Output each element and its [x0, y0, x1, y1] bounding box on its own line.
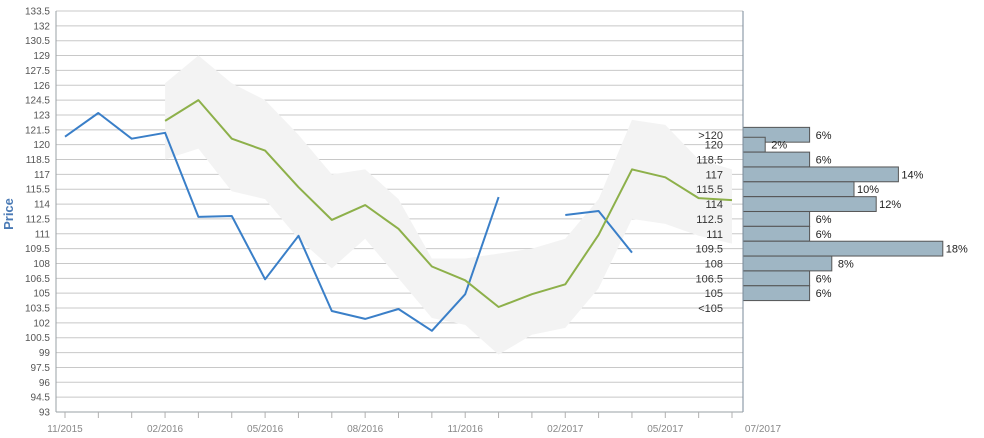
distribution-percent-label: 6%: [816, 273, 832, 285]
y-tick-label: 120: [33, 140, 50, 151]
distribution-bar: [742, 166, 899, 183]
distribution-bin-label: 114: [705, 199, 723, 211]
distribution-percent-label: 12%: [879, 199, 901, 211]
y-tick-label: 114: [34, 200, 50, 211]
series-line-1: [164, 99, 733, 308]
distribution-bin-label: 105: [705, 288, 723, 300]
x-tick-label: 11/2015: [47, 424, 83, 435]
y-tick-label: 124.5: [25, 96, 50, 107]
y-tick-label: 111: [35, 229, 51, 240]
y-tick-label: 106.5: [25, 274, 50, 285]
distribution-bar: [742, 285, 811, 302]
distribution-bar: [742, 225, 811, 242]
y-tick-label: 118.5: [26, 155, 51, 166]
y-tick-label: 99: [39, 348, 51, 359]
distribution-bar: [742, 196, 877, 212]
x-tick-label: 02/2017: [547, 424, 584, 435]
y-tick-label: 123: [33, 110, 50, 121]
x-tick-label: 08/2016: [347, 424, 384, 435]
distribution-bar: [742, 240, 944, 257]
x-tick-label: 05/2017: [647, 424, 684, 435]
distribution-percent-label: 10%: [857, 184, 879, 196]
distribution-bin-label: 118.5: [696, 155, 723, 167]
distribution-bin-label: >120: [698, 130, 723, 142]
y-tick-label: 100.5: [25, 333, 50, 344]
y-axis-label: Price: [1, 198, 16, 230]
distribution-percent-label: 6%: [816, 288, 832, 300]
distribution-bin-label: <105: [698, 303, 723, 315]
distribution-bar: [742, 255, 833, 272]
distribution-percent-label: 14%: [901, 169, 923, 181]
y-tick-label: 126: [33, 81, 50, 92]
y-tick-label: 105: [33, 289, 50, 300]
y-tick-label: 102: [33, 318, 50, 329]
distribution-percent-label: 6%: [816, 229, 832, 241]
x-tick-label: 07/2017: [745, 424, 782, 435]
axes: [55, 11, 744, 418]
y-tick-labels: 133.5 132 130.5 129 127.5 126 124.5 123 121.5 120…: [25, 7, 50, 419]
y-tick-label: 115.5: [26, 185, 51, 196]
distribution-bar: [742, 136, 766, 153]
distribution-histogram: 6% >120 2% 120 6% 118.5 14% 117 10% 115.5 12% 114 6%…: [695, 126, 968, 315]
y-tick-label: 127.5: [25, 66, 50, 77]
y-tick-label: 133.5: [25, 7, 50, 18]
distribution-bin-label: 106.5: [695, 273, 723, 285]
distribution-bar: [742, 151, 811, 168]
distribution-bin-label: 117: [705, 169, 723, 181]
range-band: [165, 55, 733, 355]
x-tick-labels: 11/2015 02/2016 05/2016 08/2016 11/2016 02/20…: [47, 424, 781, 435]
y-tick-label: 117: [34, 170, 50, 181]
y-tick-label: 132: [33, 21, 50, 32]
y-tick-label: 94.5: [31, 393, 51, 404]
y-tick-label: 109.5: [25, 244, 50, 255]
distribution-percent-label: 6%: [816, 130, 832, 142]
y-tick-label: 112.5: [26, 214, 51, 225]
y-tick-label: 97.5: [31, 363, 51, 374]
y-tick-label: 96: [39, 378, 51, 389]
distribution-bin-label: 109.5: [695, 244, 723, 256]
y-tick-label: 121.5: [25, 125, 50, 136]
x-tick-label: 05/2016: [247, 424, 284, 435]
distribution-percent-label: 18%: [946, 244, 968, 256]
distribution-percent-label: 6%: [816, 155, 832, 167]
distribution-percent-label: 8%: [838, 258, 854, 270]
x-tick-label: 02/2016: [147, 424, 184, 435]
distribution-bar: [742, 181, 855, 198]
distribution-bin-label: 111: [706, 229, 723, 241]
x-tick-label: 11/2016: [447, 424, 483, 435]
distribution-percent-label: 6%: [816, 214, 832, 226]
distribution-bar: [742, 211, 811, 227]
distribution-bin-label: 115.5: [696, 184, 723, 196]
distribution-bin-label: 108: [705, 258, 723, 270]
y-tick-label: 103.5: [25, 304, 50, 315]
y-tick-label: 93: [39, 408, 51, 419]
distribution-bar: [742, 270, 811, 287]
y-tick-label: 108: [33, 259, 50, 270]
y-tick-label: 130.5: [25, 36, 50, 47]
series-line-0: [64, 112, 633, 332]
distribution-percent-label: 2%: [771, 140, 787, 152]
distribution-bin-label: 112.5: [696, 214, 723, 226]
y-tick-label: 129: [33, 51, 50, 62]
distribution-bin-label: 120: [705, 140, 723, 152]
forecast-range-band: [165, 55, 733, 355]
series-lines: [64, 99, 733, 332]
